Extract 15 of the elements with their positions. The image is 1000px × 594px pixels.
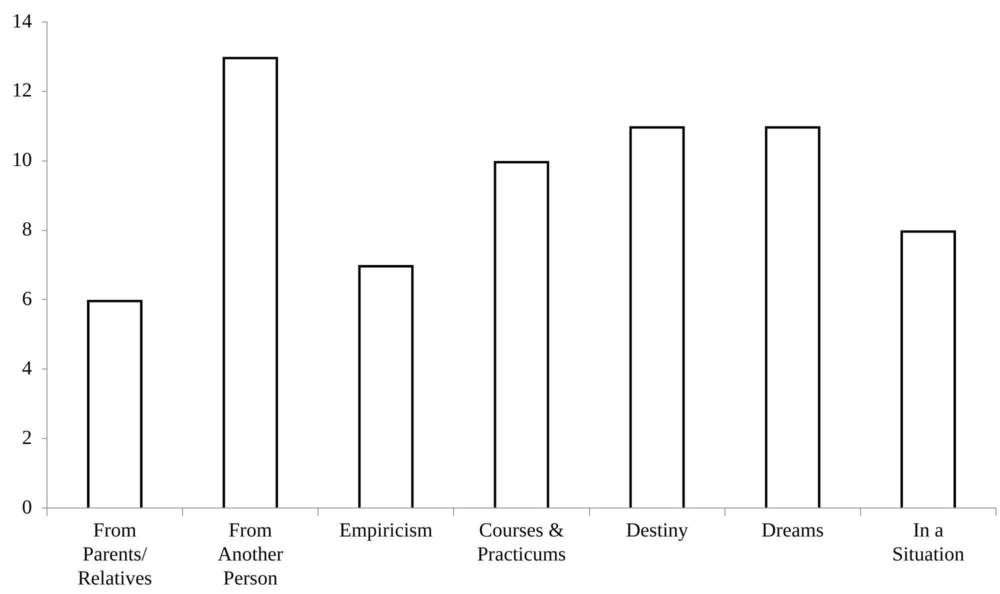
y-tick-label: 12	[12, 80, 32, 102]
y-tick-label: 0	[22, 496, 32, 518]
y-tick-label: 4	[22, 357, 32, 380]
y-tick-label: 2	[22, 426, 32, 449]
x-tick-label: In a Situation	[892, 519, 964, 566]
x-tick-label: From Another Person	[218, 519, 284, 590]
x-tick-label: Empiricism	[339, 519, 434, 542]
x-tick-label: Courses & Practicums	[477, 519, 566, 566]
y-tick-label: 10	[12, 149, 32, 172]
x-tick-label: From Parents/ Relatives	[78, 519, 152, 590]
x-tick-label: Destiny	[626, 519, 688, 542]
x-tick-label: Dreams	[762, 519, 824, 542]
y-tick-label: 6	[22, 288, 32, 310]
y-tick-label: 14	[12, 10, 32, 32]
y-tick-label: 8	[22, 218, 32, 241]
